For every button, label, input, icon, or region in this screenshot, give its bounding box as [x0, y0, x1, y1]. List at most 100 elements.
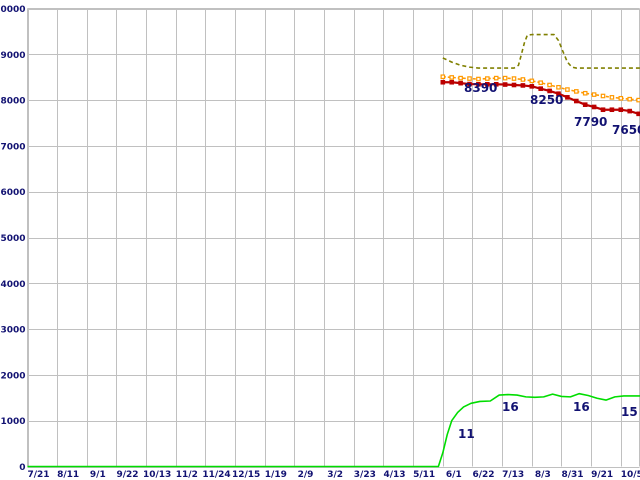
x-tick-label: 9/22 [116, 470, 138, 480]
x-tick-label: 6/22 [472, 470, 494, 480]
series-marker [591, 92, 597, 97]
series-line-olive-dashed [442, 33, 640, 69]
x-tick-label: 10/13 [143, 470, 171, 480]
series-marker [511, 82, 517, 88]
series-marker [502, 75, 508, 81]
data-point-labels: 8390 8250 7790 7650 11 16 16 15 [458, 81, 640, 441]
y-tick-label: 6000 [0, 188, 25, 198]
series-marker [609, 95, 615, 100]
series-line-green-solid [27, 392, 640, 468]
series-marker [556, 84, 561, 90]
series-marker [538, 86, 544, 91]
x-tick-label: 6/1 [446, 470, 462, 480]
series-marker [582, 90, 588, 96]
series-marker [467, 76, 472, 81]
series-marker [520, 77, 526, 82]
series-marker [636, 111, 640, 117]
series-marker [547, 88, 552, 94]
series-marker [467, 81, 472, 87]
y-tick-label: 4000 [0, 280, 25, 290]
data-point-label: 11 [458, 427, 475, 441]
horizontal-gridlines [27, 9, 640, 468]
series-green-solid [27, 392, 640, 468]
data-point-label: 8250 [530, 93, 563, 107]
x-tick-label: 8/3 [535, 470, 551, 480]
data-point-label: 7650 [612, 123, 640, 137]
series-marker [502, 82, 508, 87]
x-tick-label: 10/5 [621, 470, 640, 480]
data-point-label: 16 [502, 400, 519, 414]
series-marker [458, 80, 463, 86]
x-tick-label: 9/21 [591, 470, 613, 480]
series-layer [27, 33, 640, 468]
series-marker [547, 82, 552, 88]
series-marker [600, 107, 606, 113]
vertical-gridlines [28, 8, 622, 467]
x-tick-label: 8/11 [57, 470, 79, 480]
series-marker [493, 82, 499, 87]
series-marker [600, 93, 606, 99]
y-tick-label: 5000 [0, 234, 25, 244]
y-tick-label: 9000 [0, 51, 25, 61]
series-marker [591, 104, 597, 110]
series-marker [485, 76, 490, 81]
x-tick-label: 9/1 [90, 470, 106, 480]
series-marker [582, 102, 588, 107]
x-tick-label: 11/24 [202, 470, 230, 480]
series-marker [609, 107, 615, 113]
data-point-label: 7790 [574, 115, 607, 129]
x-tick-label: 2/9 [298, 470, 314, 480]
x-tick-label: 5/11 [413, 470, 435, 480]
data-point-label: 15 [621, 405, 638, 419]
y-tick-label: 8000 [0, 97, 25, 107]
x-tick-label: 3/2 [327, 470, 343, 480]
series-marker [493, 75, 499, 81]
x-tick-label: 7/21 [27, 470, 49, 480]
series-marker [618, 95, 624, 101]
data-point-label: 16 [573, 400, 590, 414]
x-tick-label: 1/19 [265, 470, 287, 480]
series-marker [636, 97, 640, 103]
series-marker [618, 107, 624, 113]
x-tick-label: 8/31 [561, 470, 583, 480]
series-marker [627, 108, 633, 114]
y-tick-label: 10000 [0, 5, 26, 15]
series-orange-dashed-square [440, 74, 640, 103]
x-tick-label: 7/13 [502, 470, 524, 480]
series-marker [440, 79, 446, 85]
y-axis-tick-labels: 0 1000 2000 3000 4000 5000 6000 7000 8000 9000 100… [0, 5, 26, 473]
x-tick-label: 4/13 [383, 470, 405, 480]
y-tick-label: 1000 [0, 417, 25, 427]
series-marker [574, 89, 579, 94]
y-tick-label: 0 [19, 463, 25, 473]
y-tick-label: 3000 [0, 326, 25, 336]
x-tick-label: 12/15 [232, 470, 260, 480]
series-marker [520, 83, 526, 88]
series-marker [476, 82, 481, 87]
y-tick-label: 2000 [0, 371, 25, 381]
series-marker [538, 80, 544, 86]
series-marker [485, 82, 490, 87]
series-red-solid-square [440, 79, 640, 117]
series-marker [449, 79, 455, 85]
series-marker [574, 98, 579, 104]
x-tick-label: 11/2 [176, 470, 198, 480]
series-marker [565, 95, 570, 100]
series-marker [476, 76, 481, 82]
series-marker [529, 78, 535, 84]
series-marker [511, 76, 517, 81]
series-marker [529, 84, 535, 89]
series-marker [449, 75, 455, 80]
series-marker [627, 96, 633, 102]
data-point-label: 8390 [464, 81, 497, 95]
series-marker [440, 74, 446, 80]
x-axis-tick-labels: 7/21 8/11 9/1 9/22 10/13 11/2 11/24 12/15 1/19 2/… [27, 470, 640, 480]
series-marker [556, 91, 561, 96]
series-marker [565, 87, 570, 92]
series-olive-dashed [442, 33, 640, 69]
x-tick-label: 3/23 [354, 470, 376, 480]
series-marker [458, 75, 463, 81]
